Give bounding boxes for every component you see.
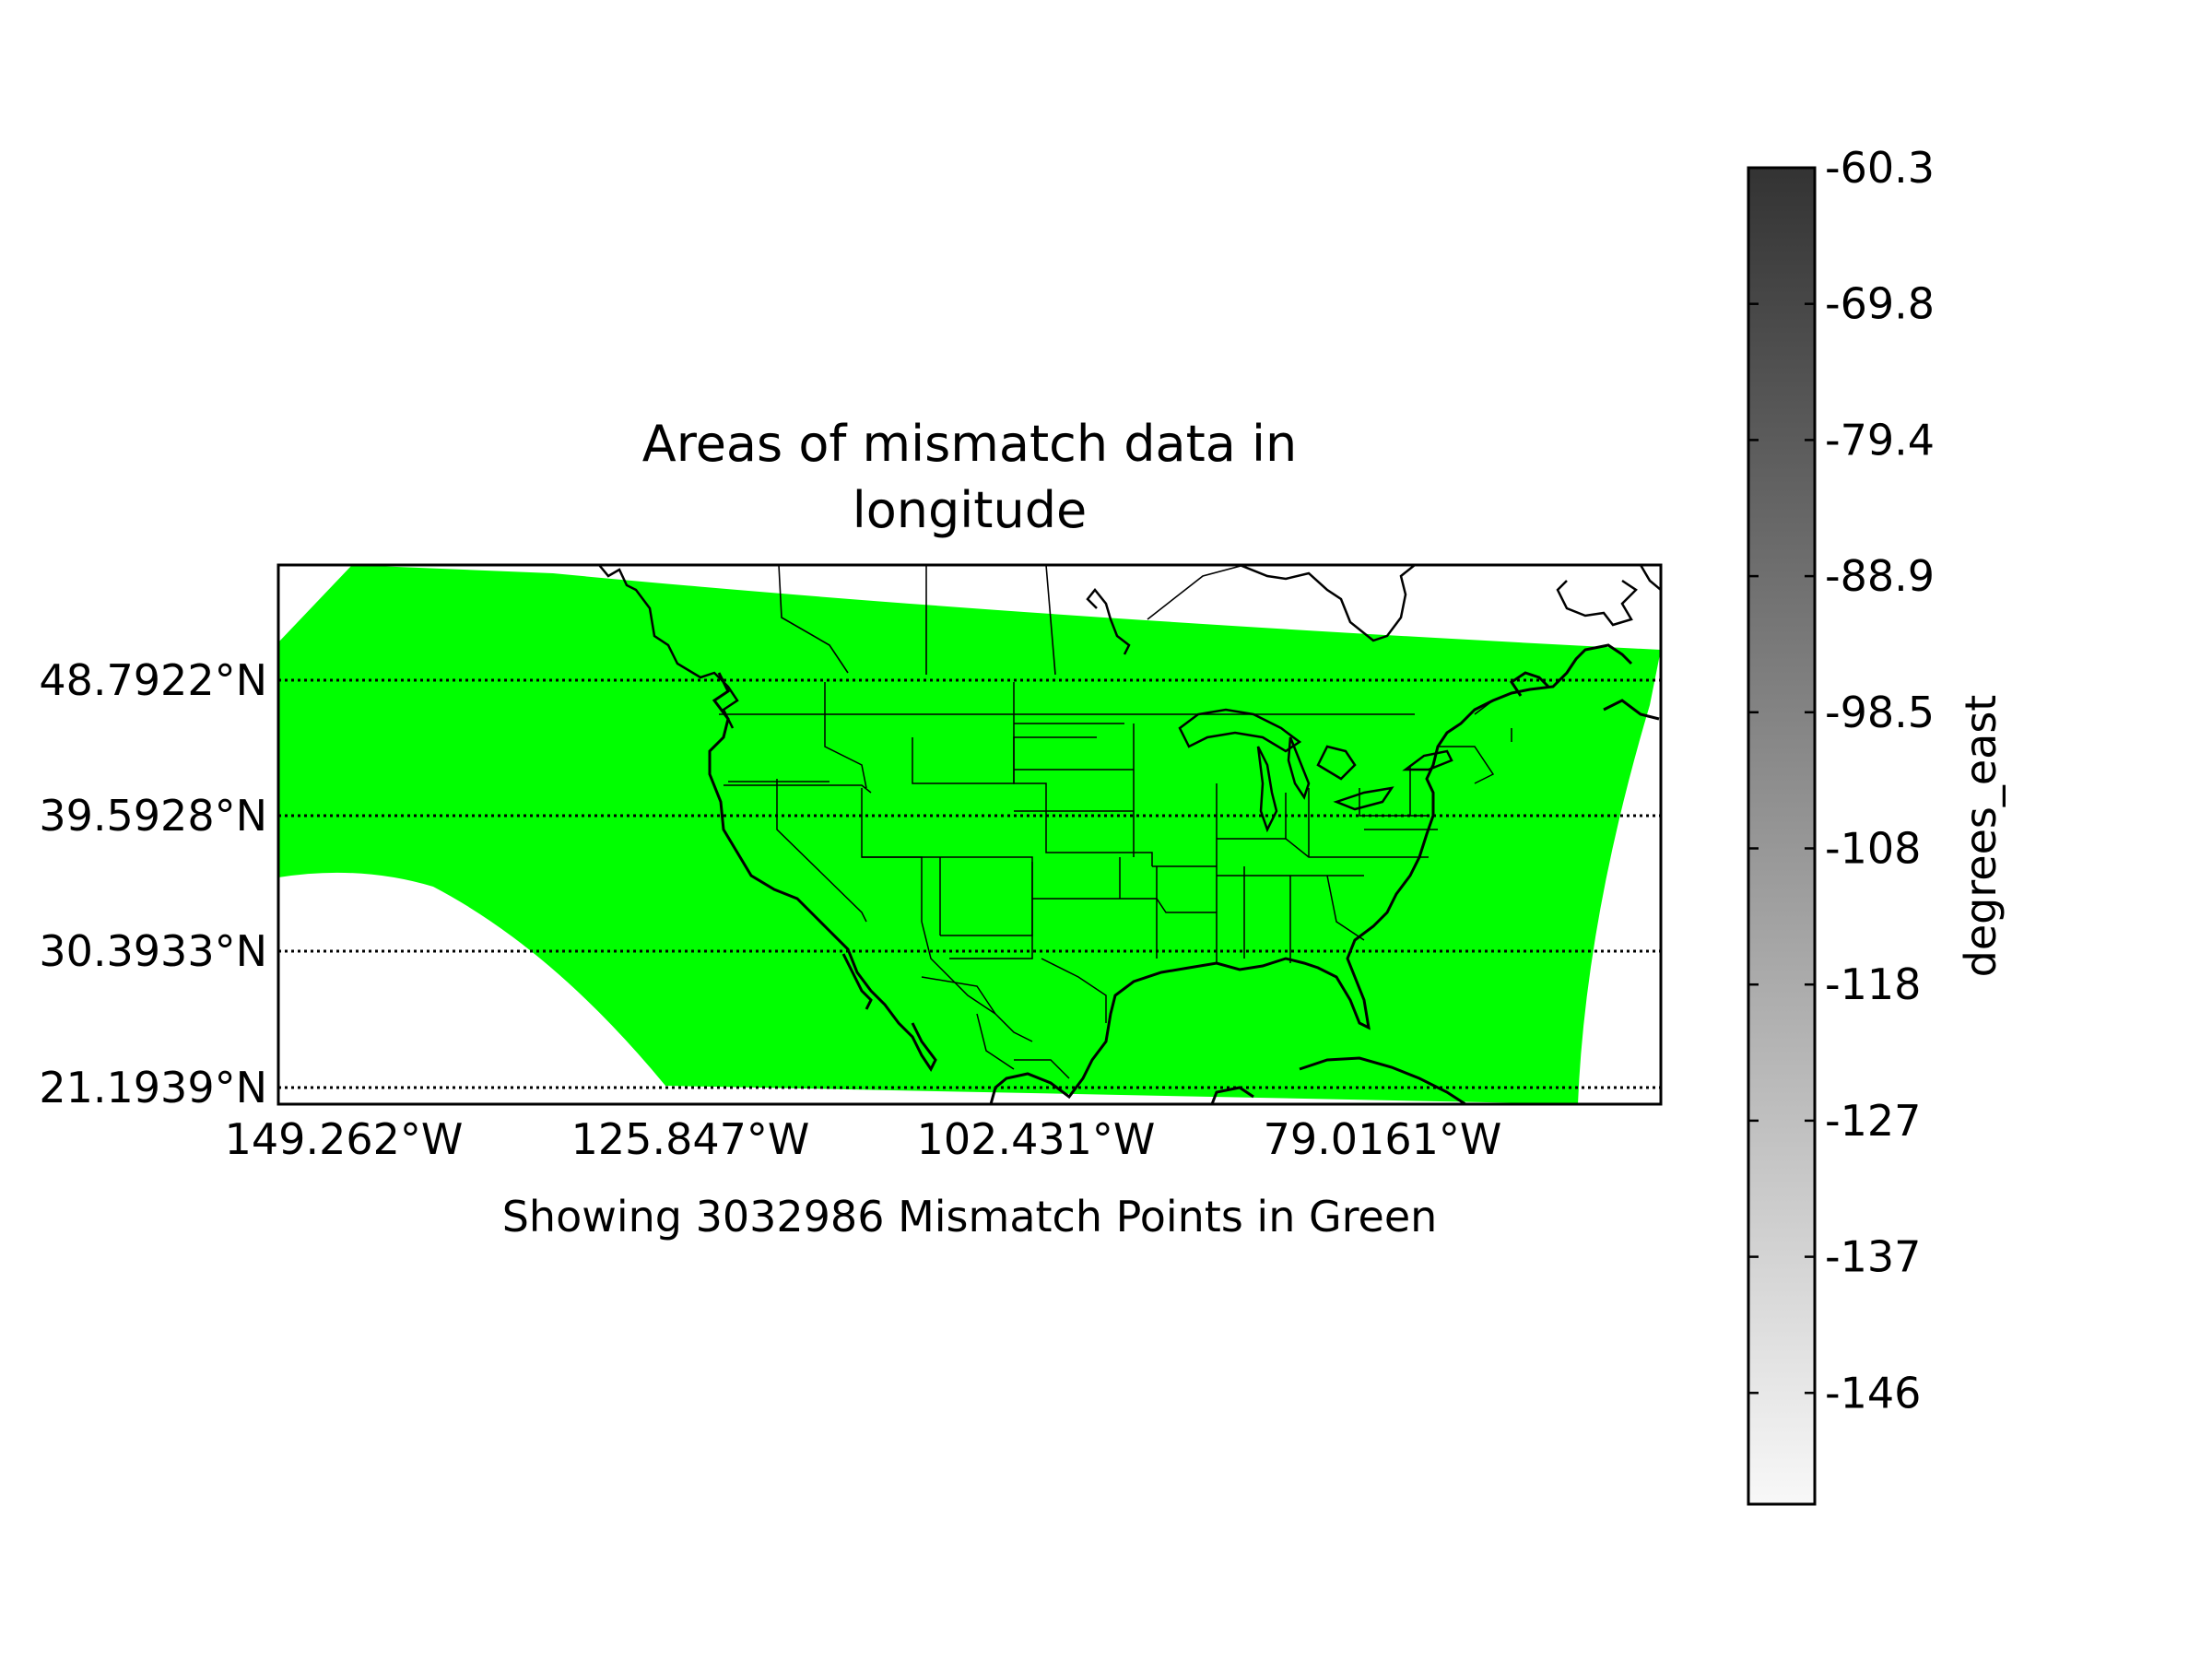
colorbar-label: degrees_east	[1956, 695, 2006, 978]
lon-label-125: 125.847°W	[571, 1114, 810, 1164]
north-america-coastline	[708, 643, 1660, 1104]
colorbar-tick-label: -98.5	[1825, 688, 1935, 737]
mismatch-region	[278, 565, 1661, 1104]
northern-coastlines	[598, 565, 1661, 729]
map-caption: Showing 3032986 Mismatch Points in Green	[502, 1192, 1438, 1241]
colorbar-tick-label: -60.3	[1825, 143, 1935, 193]
canada-boundaries	[778, 565, 1245, 676]
map-frame	[276, 563, 1663, 1106]
colorbar-tick-label: -69.8	[1825, 279, 1935, 329]
lat-label-48: 48.7922°N	[39, 655, 267, 705]
colorbar-tick-label: -146	[1825, 1368, 1921, 1418]
lon-label-79: 79.0161°W	[1264, 1114, 1502, 1164]
colorbar-tick-label: -88.9	[1825, 551, 1935, 601]
colorbar-tick-label: -118	[1825, 959, 1921, 1009]
state-borders	[719, 682, 1512, 1079]
map-title-line2: longitude	[853, 481, 1087, 539]
lat-label-30: 30.3933°N	[39, 926, 267, 976]
lon-label-102: 102.431°W	[917, 1114, 1156, 1164]
colorbar-tick-label: -127	[1825, 1096, 1921, 1146]
lat-label-21: 21.1939°N	[39, 1063, 267, 1112]
lat-label-39: 39.5928°N	[39, 791, 267, 841]
colorbar-gradient	[1747, 166, 1817, 1506]
colorbar-ticks	[1748, 166, 1815, 1394]
lon-label-149: 149.262°W	[225, 1114, 464, 1164]
colorbar-tick-label: -108	[1825, 824, 1921, 874]
latitude-gridlines	[278, 678, 1661, 1089]
colorbar-tick-label: -79.4	[1825, 415, 1935, 465]
map-panel	[278, 565, 1661, 1104]
colorbar: -60.3 -69.8 -79.4 -88.9 -98.5 -108 -118 -127 -13…	[1747, 143, 2006, 1506]
colorbar-tick-labels: -60.3 -69.8 -79.4 -88.9 -98.5 -108 -118 -127 -13…	[1825, 143, 1935, 1418]
caribbean-islands	[1210, 1056, 1466, 1104]
colorbar-tick-label: -137	[1825, 1232, 1921, 1282]
map-title-line1: Areas of mismatch data in	[642, 415, 1298, 473]
